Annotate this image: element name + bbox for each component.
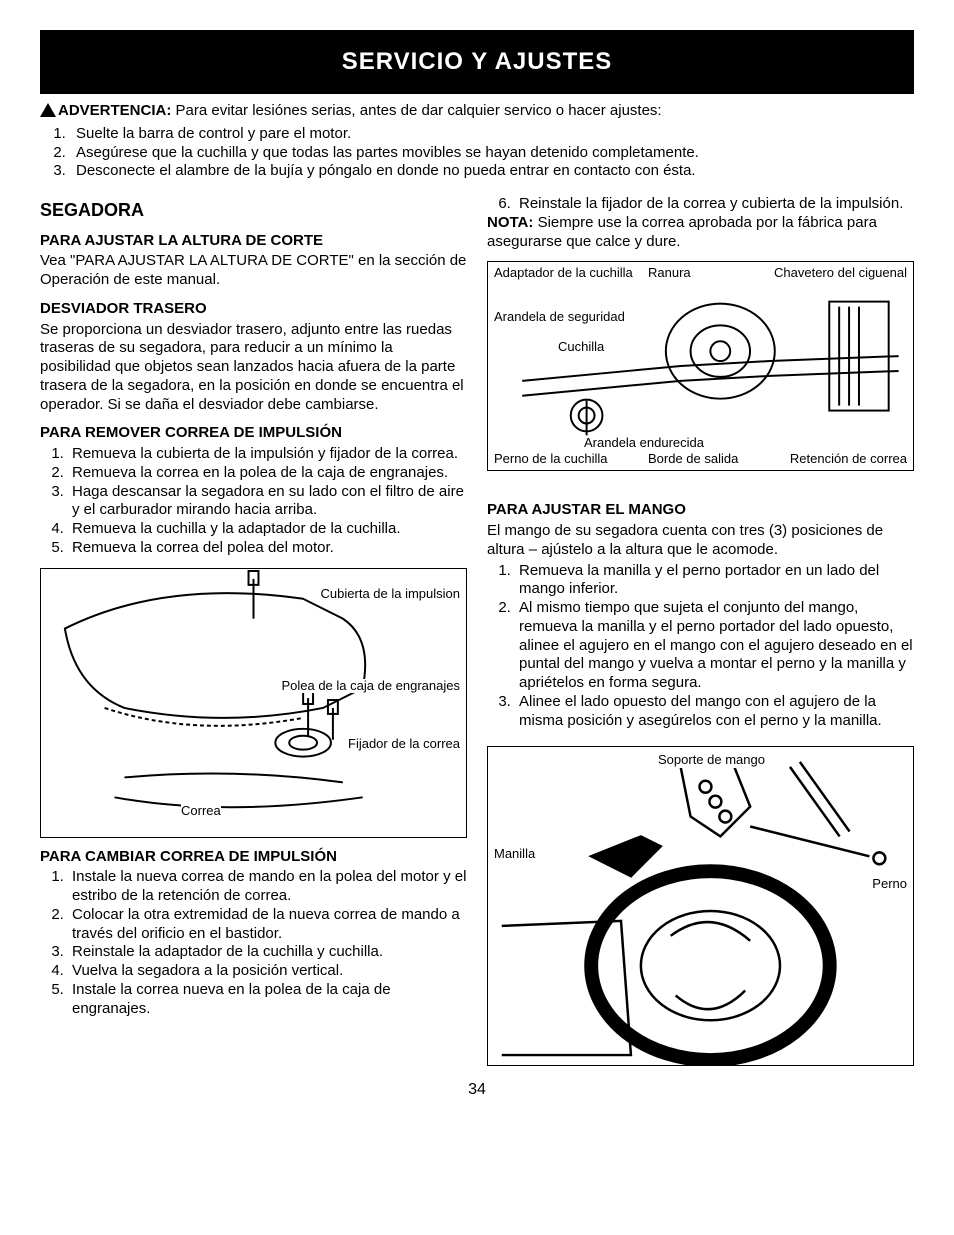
body-altura: Vea "PARA AJUSTAR LA ALTURA DE CORTE" en… [40,252,467,290]
fig-label-correa: Correa [181,804,221,818]
heading-remover: PARA REMOVER CORREA DE IMPULSIÓN [40,424,467,443]
warning-text: Para evitar lesiónes serias, antes de da… [176,102,662,119]
list-item: Instale la nueva correa de mando en la p… [68,868,467,906]
figure-drive-cover: Cubierta de la impulsion Polea de la caj… [40,568,467,838]
page-number: 34 [40,1080,914,1100]
list-item: Reinstale la adaptador de la cuchilla y … [68,943,467,962]
figure-svg [41,569,466,837]
list-item: Reinstale la fijador de la correa y cubi… [515,195,914,214]
list-item: Al mismo tiempo que sujeta el conjunto d… [515,599,914,693]
warning-label: ADVERTENCIA: [58,102,171,119]
list-item: Colocar la otra extremidad de la nueva c… [68,906,467,944]
list-item: Alinee el lado opuesto del mango con el … [515,693,914,731]
fig-label-cuchilla: Cuchilla [558,340,604,354]
fig-label-arandela-seg: Arandela de seguridad [494,310,625,324]
list-mango: Remueva la manilla y el perno portador e… [487,562,914,731]
fig-label-soporte: Soporte de mango [658,753,765,767]
fig-label-perno: Perno de la cuchilla [494,452,607,466]
warning-icon [40,103,56,117]
fig-label-fijador: Fijador de la correa [348,737,460,751]
fig-label-cubierta: Cubierta de la impulsion [321,587,460,601]
heading-desviador: DESVIADOR TRASERO [40,300,467,319]
fig-label-adaptador: Adaptador de la cuchilla [494,266,633,280]
fig-label-manilla: Manilla [494,847,535,861]
list-item: Remueva la cuchilla y la adaptador de la… [68,520,467,539]
list-item: Remueva la correa del polea del motor. [68,539,467,558]
fig-label-polea: Polea de la caja de engranajes [281,679,460,693]
list-item: Remueva la correa en la polea de la caja… [68,464,467,483]
warning-list: Suelte la barra de control y pare el mot… [40,125,914,181]
list-item: Remueva la cubierta de la impulsión y fi… [68,445,467,464]
heading-mango: PARA AJUSTAR EL MANGO [487,501,914,520]
list-item: Remueva la manilla y el perno portador e… [515,562,914,600]
fig-label-chavetero: Chavetero del ciguenal [774,266,907,280]
figure-handle-bracket: Soporte de mango Manilla Perno [487,746,914,1066]
body-mango-intro: El mango de su segadora cuenta con tres … [487,522,914,560]
nota-text: Siempre use la correa aprobada por la fá… [487,214,877,250]
list-item: Instale la correa nueva en la polea de l… [68,981,467,1019]
heading-altura: PARA AJUSTAR LA ALTURA DE CORTE [40,232,467,251]
list-item: Vuelva la segadora a la posición vertica… [68,962,467,981]
heading-segadora: SEGADORA [40,199,467,222]
left-column: SEGADORA PARA AJUSTAR LA ALTURA DE CORTE… [40,195,467,1076]
warning-item: Asegúrese que la cuchilla y que todas la… [70,144,914,163]
warning-item: Desconecte el alambre de la bujía y póng… [70,162,914,181]
banner-title: SERVICIO Y AJUSTES [40,30,914,94]
nota-label: NOTA: [487,214,533,231]
fig-label-arandela-end: Arandela endurecida [584,436,704,450]
list-cambiar-cont: Reinstale la fijador de la correa y cubi… [487,195,914,214]
warning-line: ADVERTENCIA: Para evitar lesiónes serias… [40,102,914,121]
fig-label-borde: Borde de salida [648,452,738,466]
heading-cambiar: PARA CAMBIAR CORREA DE IMPULSIÓN [40,848,467,867]
warning-item: Suelte la barra de control y pare el mot… [70,125,914,144]
figure-blade-assembly: Adaptador de la cuchilla Ranura Chaveter… [487,261,914,471]
right-column: Reinstale la fijador de la correa y cubi… [487,195,914,1076]
list-remover: Remueva la cubierta de la impulsión y fi… [40,445,467,558]
fig-label-perno: Perno [872,877,907,891]
fig-label-ranura: Ranura [648,266,691,280]
fig-label-retencion: Retención de correa [790,452,907,466]
list-cambiar: Instale la nueva correa de mando en la p… [40,868,467,1018]
figure-svg [488,747,913,1065]
body-desviador: Se proporciona un desviador trasero, adj… [40,321,467,415]
list-item: Haga descansar la segadora en su lado co… [68,483,467,521]
nota-line: NOTA: Siempre use la correa aprobada por… [487,214,914,252]
